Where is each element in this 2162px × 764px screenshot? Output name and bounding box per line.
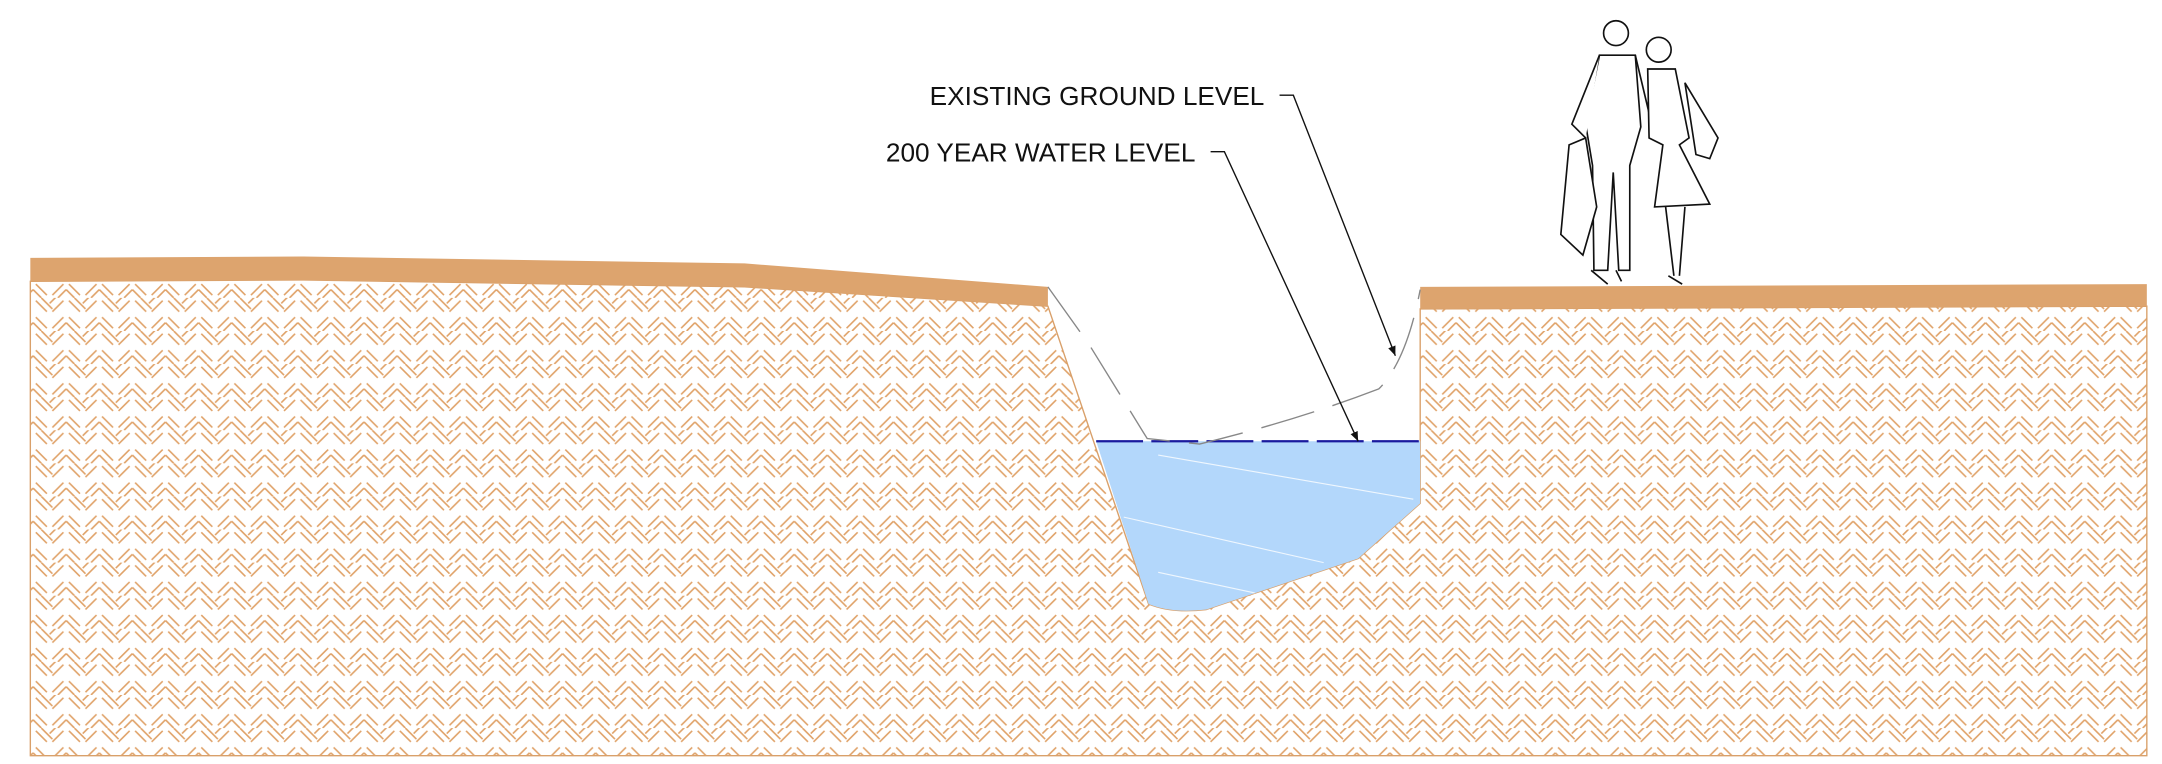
water-level-label: 200 YEAR WATER LEVEL [886,137,1196,167]
ground-left [30,256,1048,307]
water [1096,441,1421,611]
people-figure [1559,19,1719,285]
soil [29,279,2148,757]
water-reflections [1123,454,1414,594]
leader [1279,94,1397,357]
existing-ground-line [1047,286,1421,445]
ground-right [1420,284,2147,309]
leader [1210,151,1359,442]
existing-ground-label: EXISTING GROUND LEVEL [930,81,1265,111]
